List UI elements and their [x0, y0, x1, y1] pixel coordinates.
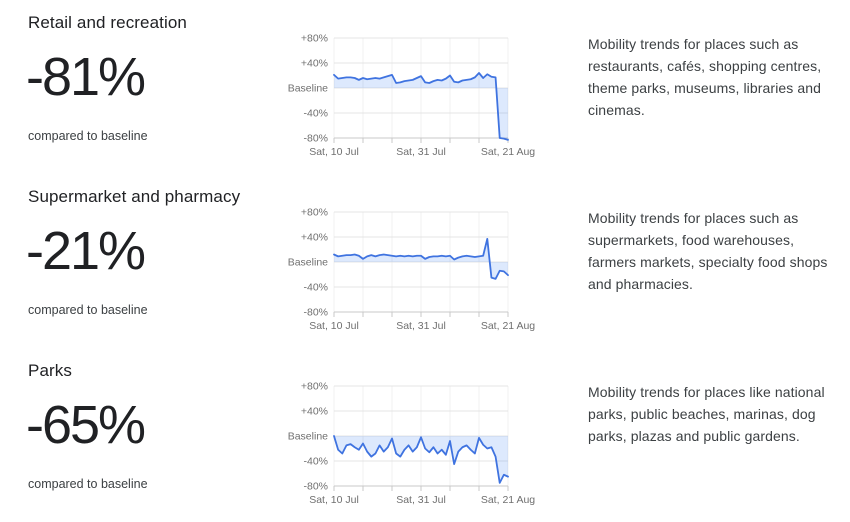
area-fill: [334, 73, 508, 140]
supermarket-chart: +80% +40% Baseline -40% -80% Sat, 10 Jul Sat, …: [286, 174, 540, 348]
baseline-caption: compared to baseline: [28, 303, 148, 317]
category-description: Mobility trends for places such as super…: [588, 210, 828, 292]
x-axis-label: Sat, 21 Aug: [481, 494, 535, 506]
percent-change: -81%: [26, 47, 146, 107]
category-title: Supermarket and pharmacy: [28, 187, 241, 206]
percent-change: -65%: [26, 395, 146, 455]
category-description: Mobility trends for places like national…: [588, 384, 825, 444]
x-axis-label: Sat, 10 Jul: [309, 494, 359, 506]
percent-change: -21%: [26, 221, 146, 281]
category-title: Parks: [28, 361, 72, 380]
y-axis-label: +40%: [301, 406, 328, 418]
chart-svg: +80% +40% Baseline -40% -80%Sat, 10 Jul Sat, …: [288, 381, 536, 507]
y-axis-label: +40%: [301, 58, 328, 70]
parks-chart: +80% +40% Baseline -40% -80% Sat, 10 Jul Sat, …: [286, 348, 540, 522]
chart-svg: +80% +40% Baseline -40% -80%Sat, 10 Jul Sat, …: [288, 207, 536, 333]
y-axis-label: Baseline: [288, 257, 328, 269]
y-axis-label: +40%: [301, 232, 328, 244]
y-axis-label: Baseline: [288, 83, 328, 95]
trend-line: [333, 72, 509, 141]
x-axis-label: Sat, 31 Jul: [396, 494, 446, 506]
y-axis-label: -80%: [303, 307, 328, 319]
x-axis-label: Sat, 10 Jul: [309, 320, 359, 332]
retail-chart: +80% +40% Baseline -40% -80% Sat, 10 Jul Sat, …: [286, 0, 540, 174]
y-axis-label: -80%: [303, 481, 328, 493]
category-title: Retail and recreation: [28, 13, 187, 32]
category-description: Mobility trends for places such as resta…: [588, 36, 822, 118]
x-axis-label: Sat, 31 Jul: [396, 320, 446, 332]
section-supermarket: Supermarket and pharmacy -21% compared t…: [0, 174, 850, 348]
baseline-caption: compared to baseline: [28, 477, 148, 491]
y-axis-label: -40%: [303, 108, 328, 120]
y-axis-label: -80%: [303, 133, 328, 145]
section-parks: Parks -65% compared to baseline +80% +40%…: [0, 348, 850, 522]
y-axis-label: +80%: [301, 207, 328, 219]
y-axis-label: -40%: [303, 282, 328, 294]
area-fill: [334, 238, 508, 279]
section-retail: Retail and recreation -81% compared to b…: [0, 0, 850, 174]
x-axis-label: Sat, 10 Jul: [309, 146, 359, 158]
y-axis-label: Baseline: [288, 431, 328, 443]
chart-svg: +80% +40% Baseline -40% -80%Sat, 10 Jul Sat, …: [288, 33, 536, 159]
x-axis-label: Sat, 31 Jul: [396, 146, 446, 158]
baseline-caption: compared to baseline: [28, 129, 148, 143]
trend-line: [333, 237, 509, 280]
trend-line: [333, 435, 509, 484]
x-axis-label: Sat, 21 Aug: [481, 320, 535, 332]
y-axis-label: +80%: [301, 33, 328, 45]
y-axis-label: -40%: [303, 456, 328, 468]
x-axis-label: Sat, 21 Aug: [481, 146, 535, 158]
y-axis-label: +80%: [301, 381, 328, 393]
